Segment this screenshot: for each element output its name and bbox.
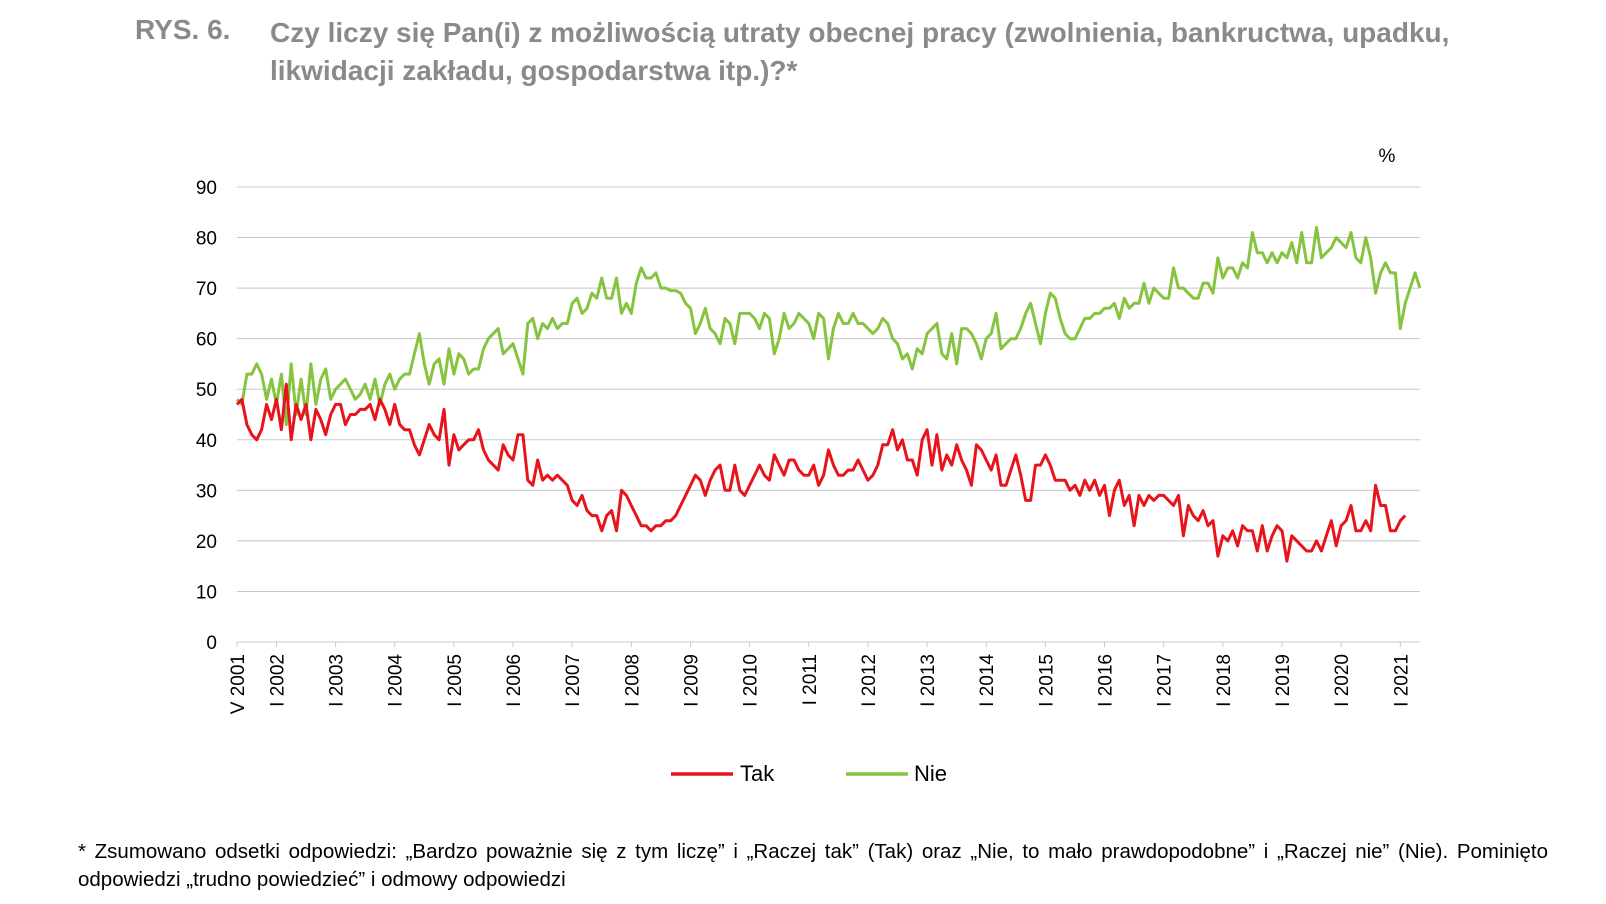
legend: Tak Nie bbox=[671, 761, 947, 786]
y-tick-label: 70 bbox=[196, 279, 217, 300]
x-tick-label: I 2008 bbox=[622, 654, 643, 707]
unit-label: % bbox=[1379, 146, 1396, 167]
x-tick-label: I 2015 bbox=[1036, 654, 1057, 707]
x-tick-label: I 2013 bbox=[918, 654, 939, 707]
x-tick-label: I 2021 bbox=[1391, 654, 1412, 707]
x-axis-tick-marks bbox=[236, 642, 1401, 647]
figure-number: RYS. 6. bbox=[135, 14, 231, 45]
y-tick-label: 60 bbox=[196, 330, 217, 351]
x-tick-label: I 2009 bbox=[681, 654, 702, 707]
line-chart: 0 10 20 30 40 50 60 70 80 90 V 2001 I 2002 I 2003 I … bbox=[196, 146, 1422, 786]
y-tick-label: 30 bbox=[196, 481, 217, 502]
x-tick-label: I 2007 bbox=[563, 654, 584, 707]
series-line-nie bbox=[235, 225, 1422, 427]
footnote: * Zsumowano odsetki odpowiedzi: „Bardzo … bbox=[78, 840, 1548, 891]
y-axis-tick-labels: 0 10 20 30 40 50 60 70 80 90 bbox=[196, 178, 217, 654]
x-tick-label: I 2018 bbox=[1214, 654, 1235, 707]
x-tick-label: I 2012 bbox=[859, 654, 880, 707]
x-tick-label: V 2001 bbox=[228, 654, 249, 714]
series-lines bbox=[235, 225, 1422, 563]
y-tick-label: 20 bbox=[196, 532, 217, 553]
x-tick-label: I 2017 bbox=[1155, 654, 1176, 707]
y-tick-label: 50 bbox=[196, 380, 217, 401]
x-tick-label: I 2006 bbox=[504, 654, 525, 707]
y-tick-label: 80 bbox=[196, 229, 217, 250]
x-tick-label: I 2002 bbox=[267, 654, 288, 707]
x-tick-label: I 2010 bbox=[741, 654, 762, 707]
gridlines bbox=[237, 186, 1420, 643]
x-tick-label: I 2011 bbox=[800, 654, 821, 705]
legend-label-nie: Nie bbox=[914, 761, 947, 786]
x-tick-label: I 2004 bbox=[386, 654, 407, 707]
x-axis-tick-labels: V 2001 I 2002 I 2003 I 2004 I 2005 I 2006 I 20… bbox=[228, 654, 1412, 715]
x-tick-label: I 2016 bbox=[1096, 654, 1117, 707]
x-tick-label: I 2003 bbox=[327, 654, 348, 707]
y-tick-label: 10 bbox=[196, 582, 217, 603]
figure-title: Czy liczy się Pan(i) z możliwością utrat… bbox=[270, 17, 1450, 86]
series-line-tak bbox=[235, 382, 1407, 563]
y-tick-label: 40 bbox=[196, 431, 217, 452]
x-tick-label: I 2014 bbox=[977, 654, 998, 707]
x-tick-label: I 2019 bbox=[1273, 654, 1294, 707]
y-tick-label: 90 bbox=[196, 178, 217, 199]
legend-label-tak: Tak bbox=[740, 761, 775, 786]
x-tick-label: I 2020 bbox=[1332, 654, 1353, 707]
y-tick-label: 0 bbox=[206, 633, 217, 654]
x-tick-label: I 2005 bbox=[445, 654, 466, 707]
